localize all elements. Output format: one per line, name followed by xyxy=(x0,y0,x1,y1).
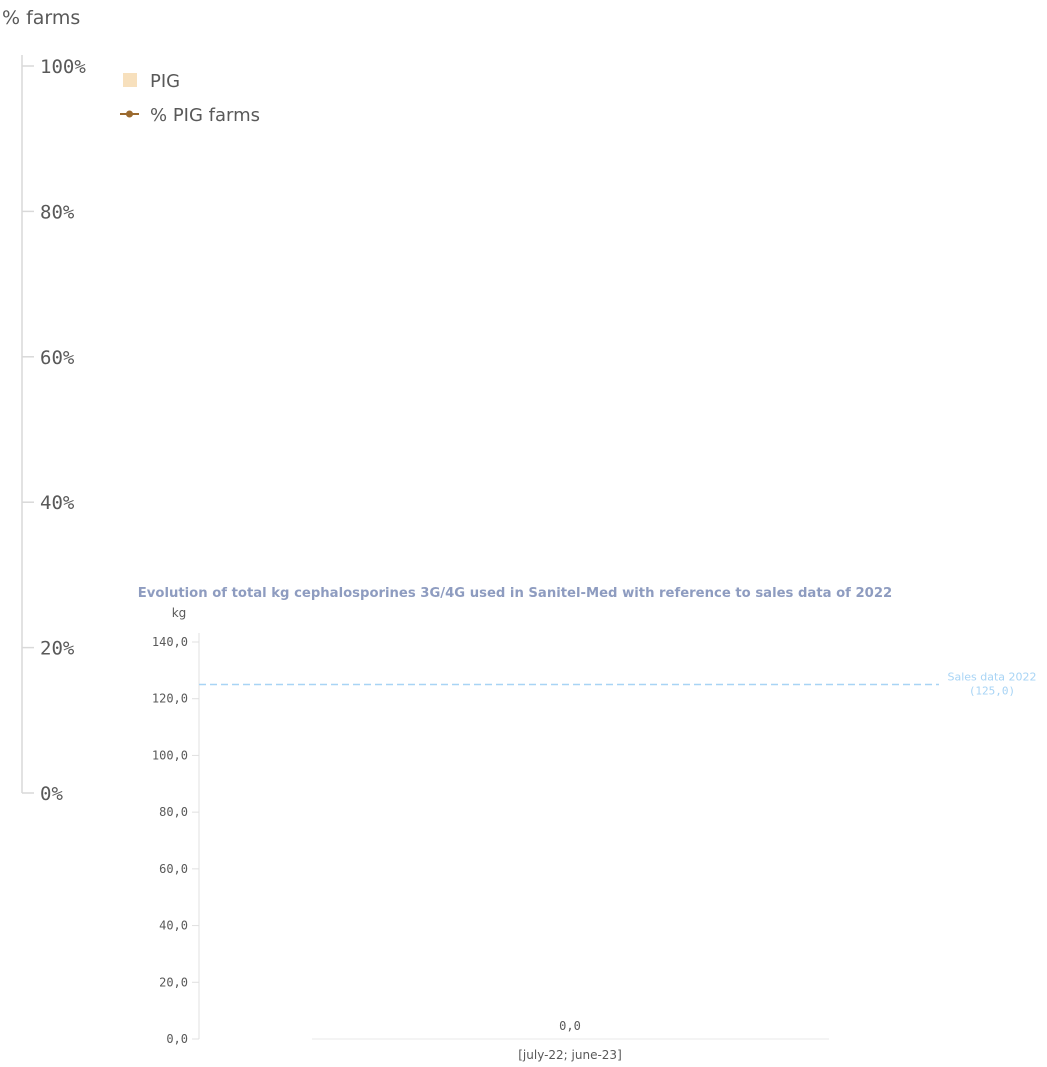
bottom-y-ticks: 140,0 120,0 100,0 80,0 60,0 40,0 20,0 0,0 xyxy=(152,635,199,1046)
top-y-tick-label: 0% xyxy=(40,783,63,805)
sales-reference-label: Sales data 2022 xyxy=(947,671,1036,684)
top-y-tick-label: 100% xyxy=(40,56,86,78)
top-y-tick-label: 40% xyxy=(40,492,75,514)
legend-pig-farms-marker xyxy=(120,110,139,118)
bottom-chart-title: Evolution of total kg cephalosporines 3G… xyxy=(138,586,892,601)
bottom-y-tick-label: 60,0 xyxy=(159,862,188,876)
bottom-y-tick-label: 40,0 xyxy=(159,919,188,933)
top-legend: PIG % PIG farms xyxy=(120,71,260,126)
bottom-y-axis-title: kg xyxy=(172,606,187,620)
top-y-tick-label: 80% xyxy=(40,201,75,223)
top-y-axis-title: % farms xyxy=(2,7,80,29)
x-category-label: [july-22; june-23] xyxy=(518,1048,622,1062)
top-y-ticks: 100% 80% 60% 40% 20% 0% xyxy=(22,56,86,805)
top-y-tick-label: 60% xyxy=(40,347,75,369)
bottom-y-tick-label: 100,0 xyxy=(152,748,188,762)
bottom-y-tick-label: 0,0 xyxy=(166,1032,188,1046)
top-y-tick-label: 20% xyxy=(40,638,75,660)
bottom-y-tick-label: 80,0 xyxy=(159,805,188,819)
percent-farms-chart: % farms 100% 80% 60% 40% 20% 0% PIG % PIG far… xyxy=(2,7,260,805)
sales-reference-value: (125,0) xyxy=(969,685,1015,698)
bottom-y-tick-label: 20,0 xyxy=(159,975,188,989)
legend-pig-swatch xyxy=(123,73,137,87)
bottom-y-tick-label: 120,0 xyxy=(152,692,188,706)
legend-pig-label: PIG xyxy=(150,71,180,92)
legend-pig-farms-label: % PIG farms xyxy=(150,105,260,126)
bottom-y-tick-label: 140,0 xyxy=(152,635,188,649)
bar-value-label: 0,0 xyxy=(559,1019,581,1033)
